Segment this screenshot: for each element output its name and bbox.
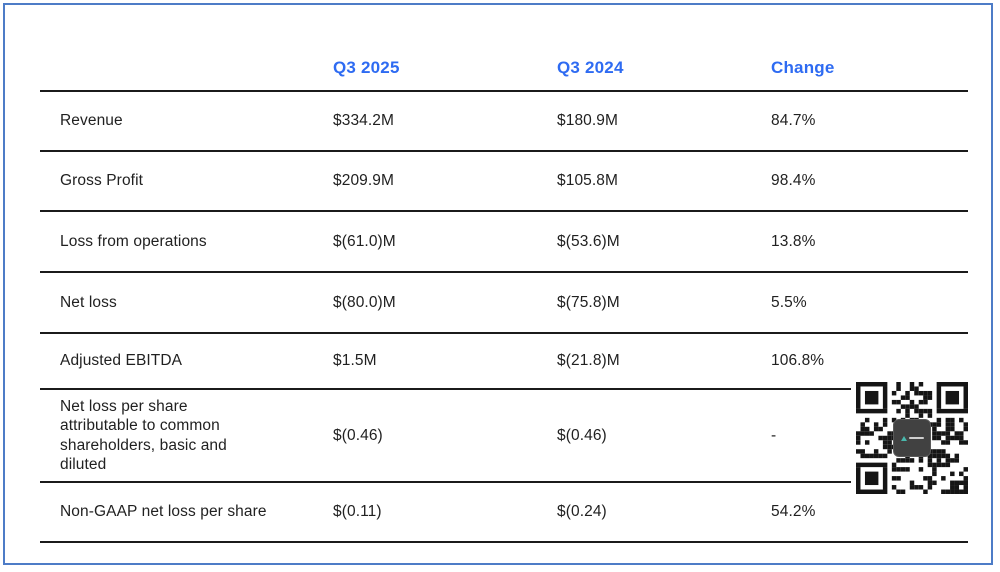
metric-label: Net loss per share attributable to commo… — [60, 397, 227, 473]
table-row: Net loss $(80.0)M $(75.8)M 5.5% — [40, 273, 968, 334]
change-value: 84.7% — [771, 112, 816, 130]
table-row: Gross Profit $209.9M $105.8M 98.4% — [40, 152, 968, 212]
qr-code — [851, 378, 973, 506]
change-value: 5.5% — [771, 293, 807, 311]
qr-logo-wordmark — [908, 437, 924, 439]
change-value: 13.8% — [771, 232, 816, 250]
metric-label: Net loss — [60, 293, 117, 311]
q3-2024-value: $(75.8)M — [557, 293, 620, 311]
financial-table: Q3 2025 Q3 2024 Change Revenue $334.2M $… — [40, 45, 968, 543]
table-row: Loss from operations $(61.0)M $(53.6)M 1… — [40, 212, 968, 273]
metric-label: Gross Profit — [60, 172, 144, 190]
qr-code-pattern — [856, 382, 968, 494]
change-value: 98.4% — [771, 172, 816, 190]
table-body: Revenue $334.2M $180.9M 84.7% Gross Prof… — [40, 92, 968, 543]
table-header-row: Q3 2025 Q3 2024 Change — [40, 45, 968, 92]
metric-label: Non-GAAP net loss per share — [60, 503, 267, 521]
q3-2025-value: $1.5M — [333, 352, 377, 370]
q3-2024-value: $(53.6)M — [557, 232, 620, 250]
metric-label: Adjusted EBITDA — [60, 352, 183, 370]
q3-2025-value: $334.2M — [333, 112, 395, 130]
table-row: Revenue $334.2M $180.9M 84.7% — [40, 92, 968, 152]
change-value: 106.8% — [771, 352, 825, 370]
q3-2024-value: $(21.8)M — [557, 352, 620, 370]
metric-label: Revenue — [60, 112, 123, 130]
q3-2024-value: $(0.46) — [557, 426, 607, 444]
change-value: 54.2% — [771, 503, 816, 521]
column-header-change: Change — [771, 57, 835, 77]
q3-2025-value: $(0.46) — [333, 426, 383, 444]
q3-2024-value: $180.9M — [557, 112, 619, 130]
metric-label: Loss from operations — [60, 232, 207, 250]
column-header-q3-2024: Q3 2024 — [557, 57, 624, 77]
q3-2025-value: $209.9M — [333, 172, 395, 190]
q3-2025-value: $(80.0)M — [333, 293, 396, 311]
change-value: - — [771, 426, 777, 444]
q3-2025-value: $(0.11) — [333, 503, 382, 521]
q3-2024-value: $105.8M — [557, 172, 619, 190]
q3-2025-value: $(61.0)M — [333, 232, 396, 250]
qr-logo-mark-icon — [900, 435, 907, 441]
column-header-q3-2025: Q3 2025 — [333, 57, 400, 77]
q3-2024-value: $(0.24) — [557, 503, 607, 521]
table-row: Non-GAAP net loss per share $(0.11) $(0.… — [40, 483, 968, 543]
table-row: Net loss per share attributable to commo… — [40, 390, 968, 483]
qr-center-logo — [893, 419, 931, 457]
table-row: Adjusted EBITDA $1.5M $(21.8)M 106.8% — [40, 334, 968, 390]
